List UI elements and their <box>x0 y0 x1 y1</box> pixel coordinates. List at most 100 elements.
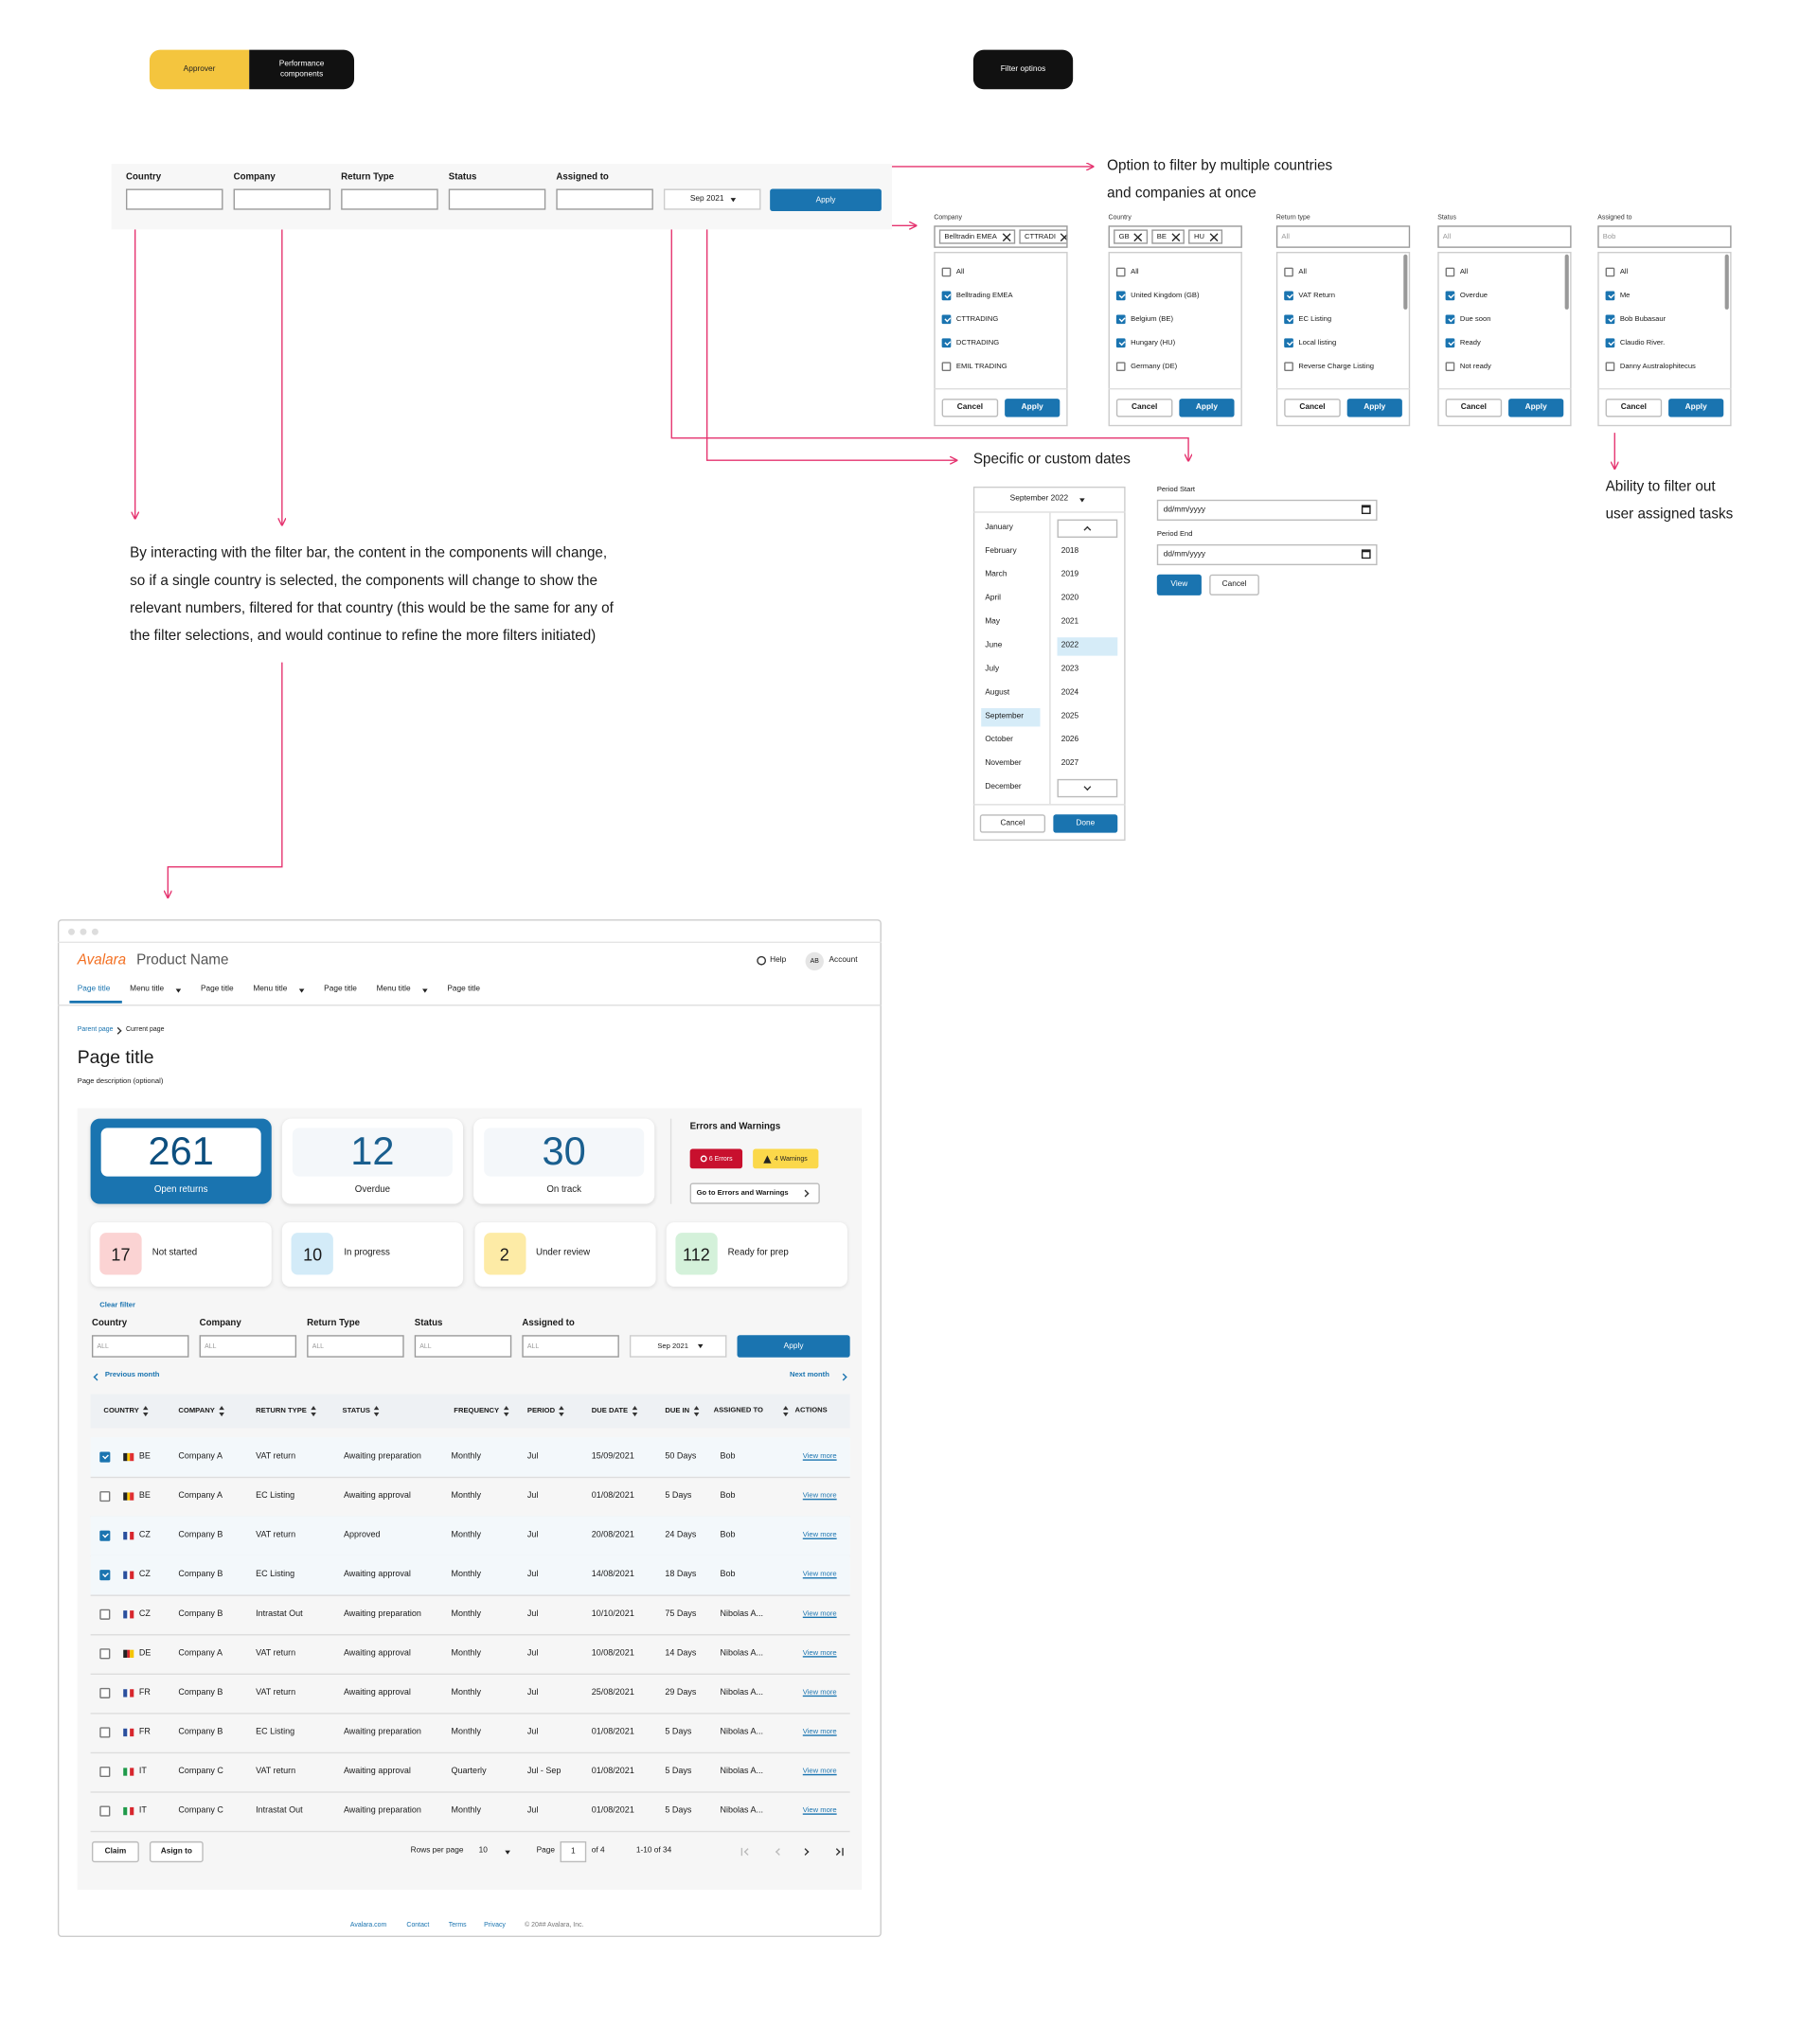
date-button[interactable]: Sep 2021 <box>663 188 761 210</box>
next-month[interactable]: Next month <box>789 1371 829 1379</box>
scroll-down[interactable] <box>1057 778 1118 798</box>
chip[interactable]: Belltradin EMEA <box>938 229 1016 244</box>
view-more-link[interactable]: View more <box>802 1767 837 1776</box>
view-more-link[interactable]: View more <box>802 1609 837 1619</box>
checkbox[interactable] <box>99 1609 111 1620</box>
cancel-button[interactable]: Cancel <box>1209 574 1259 595</box>
checkbox[interactable] <box>941 267 952 277</box>
checkbox[interactable] <box>941 362 952 372</box>
checkbox[interactable] <box>1115 291 1126 301</box>
column-header[interactable]: ASSIGNED TO <box>714 1407 763 1415</box>
cancel-button[interactable]: Cancel <box>1115 399 1173 418</box>
column-header[interactable]: COUNTRY <box>103 1406 149 1417</box>
checkbox[interactable] <box>99 1687 111 1698</box>
filter-input[interactable]: ALL <box>199 1335 297 1358</box>
filter-input[interactable] <box>448 188 546 210</box>
clear-filter[interactable]: Clear filter <box>99 1302 135 1310</box>
date-input[interactable]: dd/mm/yyyy <box>1156 499 1378 521</box>
scroll-up[interactable] <box>1057 519 1118 538</box>
remove-icon[interactable] <box>1171 233 1179 240</box>
checkbox[interactable] <box>1115 338 1126 348</box>
checkbox[interactable] <box>99 1570 111 1581</box>
apply-button[interactable]: Apply <box>1508 399 1564 418</box>
footer-link[interactable]: Privacy <box>484 1921 506 1929</box>
remove-icon[interactable] <box>1210 233 1218 240</box>
view-more-link[interactable]: View more <box>802 1728 837 1736</box>
checkbox[interactable] <box>99 1727 111 1738</box>
footer-link[interactable]: Avalara.com <box>349 1921 387 1929</box>
nav-item[interactable]: Page title <box>200 985 234 994</box>
checkbox[interactable] <box>1115 362 1126 372</box>
checkbox[interactable] <box>99 1491 111 1502</box>
filter-input[interactable]: ALL <box>91 1335 189 1358</box>
checkbox[interactable] <box>99 1805 111 1817</box>
column-header[interactable]: DUE DATE <box>592 1406 638 1417</box>
nav-item[interactable]: Page title <box>324 985 357 994</box>
checkbox[interactable] <box>1115 314 1126 325</box>
filter-input[interactable] <box>125 188 223 210</box>
dropdown-input[interactable]: GB BE HU <box>1108 225 1242 248</box>
rows-select[interactable]: 10 <box>478 1847 488 1856</box>
remove-icon[interactable] <box>1134 233 1142 240</box>
column-header[interactable]: STATUS <box>343 1406 381 1417</box>
nav-item[interactable]: Menu title <box>130 985 165 994</box>
apply-button[interactable]: Apply <box>1005 399 1060 418</box>
filter-input[interactable] <box>556 188 653 210</box>
tab[interactable]: Filter optinos <box>972 49 1074 90</box>
nav-item[interactable]: Menu title <box>376 985 411 994</box>
nav-item[interactable]: Page title <box>77 985 111 994</box>
checkbox[interactable] <box>941 314 952 325</box>
dropdown-input[interactable]: Bob <box>1597 225 1732 248</box>
checkbox[interactable] <box>1605 362 1615 372</box>
claim-button[interactable]: Claim <box>91 1840 139 1863</box>
checkbox[interactable] <box>1284 291 1293 301</box>
filter-input[interactable]: ALL <box>307 1335 404 1358</box>
help-link[interactable]: Help <box>770 956 787 965</box>
assign-button[interactable]: Asign to <box>149 1840 204 1863</box>
checkbox[interactable] <box>1445 291 1455 301</box>
checkbox[interactable] <box>99 1451 111 1463</box>
checkbox[interactable] <box>1284 267 1293 277</box>
checkbox[interactable] <box>1284 362 1293 372</box>
checkbox[interactable] <box>941 291 952 301</box>
filter-input[interactable]: ALL <box>522 1335 619 1358</box>
column-header[interactable]: RETURN TYPE <box>256 1406 317 1417</box>
view-more-link[interactable]: View more <box>802 1649 837 1658</box>
dropdown-input[interactable]: All <box>1275 225 1411 248</box>
apply-button[interactable]: Apply <box>1668 399 1724 418</box>
breadcrumb-link[interactable]: Parent page <box>77 1025 114 1034</box>
view-more-link[interactable]: View more <box>802 1452 837 1461</box>
cancel-button[interactable]: Cancel <box>1445 399 1503 418</box>
cancel-button[interactable]: Cancel <box>941 399 999 418</box>
checkbox[interactable] <box>1605 338 1615 348</box>
checkbox[interactable] <box>1605 291 1615 301</box>
filter-input[interactable]: ALL <box>414 1335 512 1358</box>
column-header[interactable]: COMPANY <box>178 1406 224 1417</box>
chip[interactable]: CTTRADI <box>1019 229 1067 244</box>
chip[interactable]: BE <box>1151 229 1185 244</box>
view-more-link[interactable]: View more <box>802 1806 837 1815</box>
view-more-link[interactable]: View more <box>802 1492 837 1501</box>
dropdown-input[interactable]: Belltradin EMEA CTTRADI <box>934 225 1068 248</box>
page-input[interactable]: 1 <box>560 1840 587 1863</box>
chip[interactable]: HU <box>1188 229 1223 244</box>
filter-input[interactable] <box>233 188 331 210</box>
checkbox[interactable] <box>941 338 952 348</box>
date-input[interactable]: dd/mm/yyyy <box>1156 543 1378 566</box>
checkbox[interactable] <box>1445 362 1455 372</box>
tab[interactable]: Performance components <box>249 49 355 90</box>
dropdown-input[interactable]: All <box>1437 225 1572 248</box>
apply-button[interactable]: Apply <box>737 1335 850 1358</box>
checkbox[interactable] <box>1284 338 1293 348</box>
checkbox[interactable] <box>1445 314 1455 325</box>
column-header[interactable]: PERIOD <box>527 1406 565 1417</box>
previous-month[interactable]: Previous month <box>104 1371 160 1379</box>
checkbox[interactable] <box>1115 267 1126 277</box>
view-more-link[interactable]: View more <box>802 1531 837 1539</box>
checkbox[interactable] <box>99 1648 111 1660</box>
checkbox[interactable] <box>1605 267 1615 277</box>
column-header[interactable]: ACTIONS <box>794 1407 827 1415</box>
apply-button[interactable]: Apply <box>1346 399 1402 418</box>
tab[interactable]: Approver <box>149 49 250 90</box>
column-header[interactable]: DUE IN <box>665 1406 700 1417</box>
